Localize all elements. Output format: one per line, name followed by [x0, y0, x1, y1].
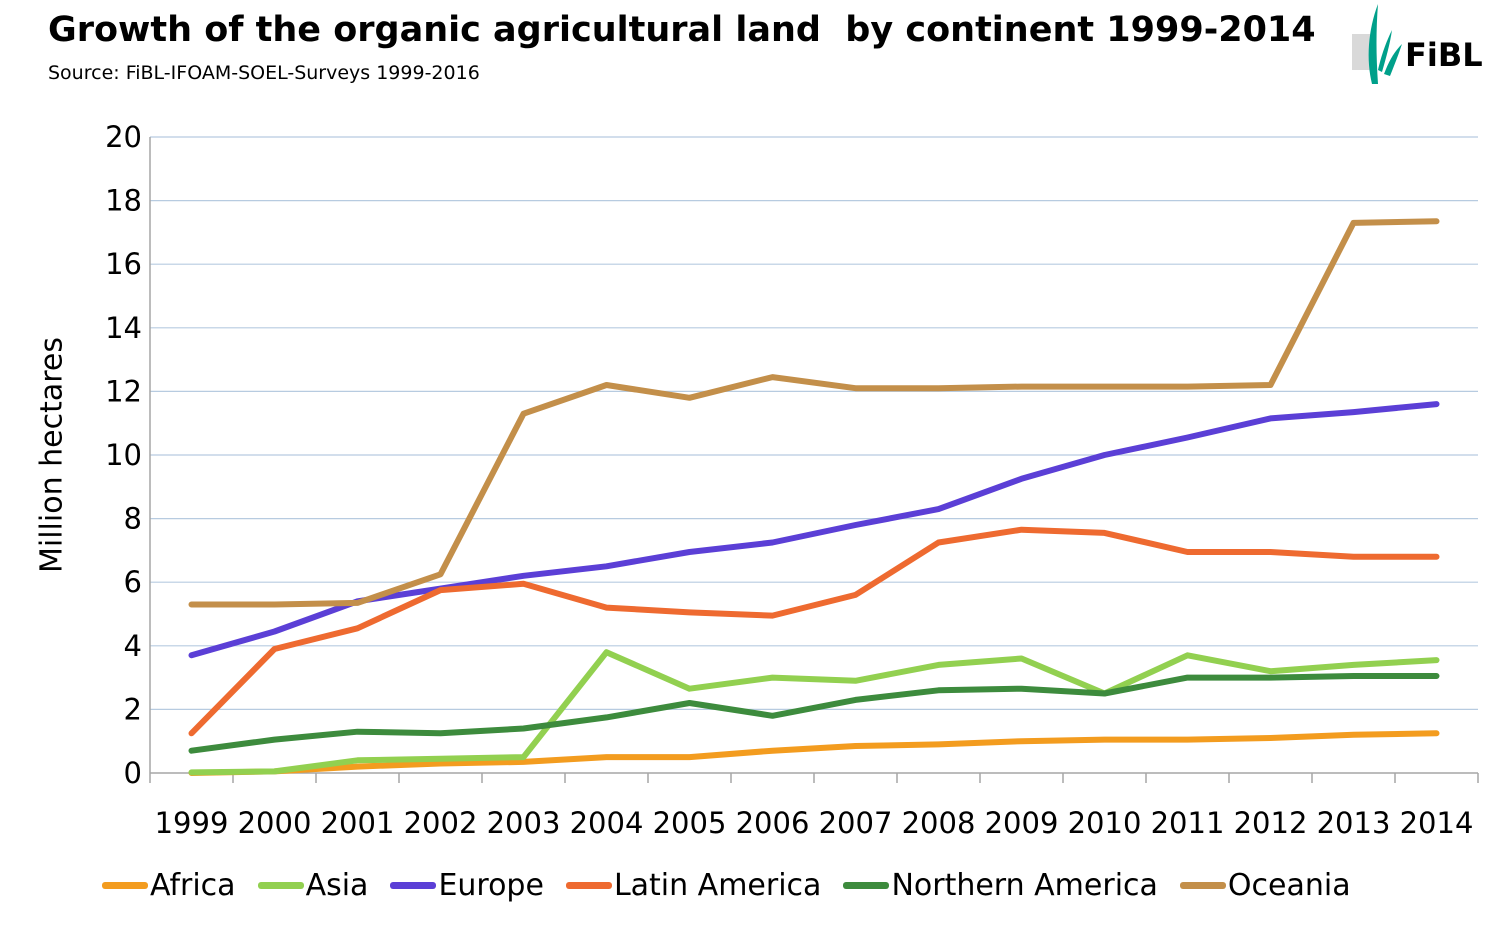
x-tick-label: 2009 — [985, 806, 1059, 840]
y-tick-label: 20 — [105, 120, 142, 154]
chart-title: Growth of the organic agricultural land … — [48, 10, 1316, 50]
y-tick-label: 8 — [124, 502, 142, 536]
legend-swatch — [1179, 881, 1226, 889]
legend-item-oceania: Oceania — [1179, 867, 1351, 903]
series-line-europe — [188, 401, 1440, 659]
legend-swatch — [257, 881, 304, 889]
legend-label: Oceania — [1227, 867, 1351, 903]
legend-label: Europe — [438, 867, 544, 903]
x-tick-label: 2003 — [487, 806, 561, 840]
legend-item-northern-america: Northern America — [843, 867, 1158, 903]
x-tick-label: 2008 — [902, 806, 976, 840]
y-tick-label: 12 — [105, 374, 142, 408]
x-tick-label: 2007 — [819, 806, 893, 840]
legend-item-asia: Asia — [257, 867, 369, 903]
legend-label: Asia — [305, 867, 369, 903]
y-tick-label: 14 — [105, 311, 142, 345]
legend-swatch — [390, 881, 437, 889]
chart-legend: Africa Asia Europe Latin America Northern Am… — [102, 862, 1373, 908]
y-tick-label: 2 — [124, 692, 142, 726]
x-tick-label: 2000 — [238, 806, 312, 840]
legend-item-latin-america: Latin America — [565, 867, 822, 903]
fibl-leaf-icon — [1352, 4, 1402, 84]
x-tick-label: 2005 — [653, 806, 727, 840]
series-line-asia — [188, 649, 1440, 776]
legend-item-europe: Europe — [390, 868, 544, 903]
y-tick-label: 18 — [105, 184, 142, 218]
x-tick-label: 2011 — [1151, 806, 1225, 840]
chart-source: Source: FiBL-IFOAM-SOEL-Surveys 1999-201… — [48, 62, 480, 84]
x-tick-label: 2013 — [1317, 806, 1391, 840]
y-tick-label: 10 — [105, 438, 142, 472]
y-tick-label: 16 — [105, 247, 142, 281]
series-line-northern-america — [188, 673, 1440, 754]
x-tick-label: 2012 — [1234, 806, 1308, 840]
x-tick-label: 2010 — [1068, 806, 1142, 840]
logo-text: FiBL — [1405, 36, 1483, 74]
legend-swatch — [102, 881, 148, 889]
y-tick-label: 0 — [124, 756, 142, 790]
series-line-latin-america — [188, 526, 1440, 737]
legend-swatch — [843, 881, 890, 889]
x-tick-label: 2001 — [321, 806, 395, 840]
y-tick-label: 4 — [124, 629, 142, 663]
legend-label: Northern America — [891, 867, 1158, 903]
x-tick-label: 2002 — [404, 806, 478, 840]
line-chart: 0 2 4 6 8 10 12 14 16 18 20 1999 2000 2001 2002 2003 200… — [105, 120, 1479, 840]
y-tick-label: 6 — [124, 565, 142, 599]
legend-label: Africa — [150, 867, 236, 903]
fibl-logo — [1348, 0, 1498, 90]
x-tick-label: 1999 — [155, 806, 229, 840]
x-tick-label: 2004 — [570, 806, 644, 840]
x-tick-label: 2006 — [736, 806, 810, 840]
x-tick-label: 2014 — [1400, 806, 1474, 840]
legend-item-africa: Africa — [102, 868, 236, 903]
legend-swatch — [565, 881, 612, 889]
series-line-africa — [188, 730, 1440, 776]
legend-label: Latin America — [613, 867, 822, 903]
series-line-oceania — [188, 218, 1440, 608]
